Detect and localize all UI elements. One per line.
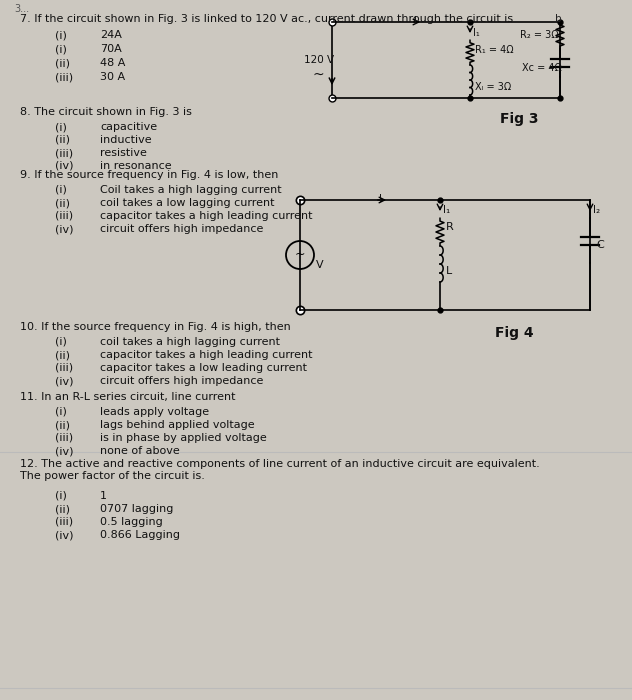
Text: R₂ = 3Ω: R₂ = 3Ω: [520, 30, 559, 40]
Text: Coil takes a high lagging current: Coil takes a high lagging current: [100, 185, 282, 195]
Text: (i): (i): [55, 407, 67, 417]
Text: capacitor takes a high leading current: capacitor takes a high leading current: [100, 350, 312, 360]
Text: 11. In an R-L series circuit, line current: 11. In an R-L series circuit, line curre…: [20, 392, 236, 402]
Text: (ii): (ii): [55, 350, 70, 360]
Text: ~: ~: [295, 248, 305, 260]
Text: (iii): (iii): [55, 433, 73, 443]
Text: Fig 4: Fig 4: [495, 326, 533, 340]
Text: 24A: 24A: [100, 30, 122, 40]
Text: Fig 3: Fig 3: [500, 112, 538, 126]
Text: capacitive: capacitive: [100, 122, 157, 132]
Text: 0707 lagging: 0707 lagging: [100, 504, 173, 514]
Text: Xc = 4Ω: Xc = 4Ω: [522, 63, 562, 73]
Text: 3...: 3...: [14, 4, 29, 14]
Text: Xₗ = 3Ω: Xₗ = 3Ω: [475, 82, 511, 92]
Text: V: V: [316, 260, 324, 270]
Text: is in phase by applied voltage: is in phase by applied voltage: [100, 433, 267, 443]
Text: (iii): (iii): [55, 72, 73, 82]
Text: 48 A: 48 A: [100, 58, 125, 68]
Text: in resonance: in resonance: [100, 161, 172, 171]
Text: (i): (i): [55, 122, 67, 132]
Text: (ii): (ii): [55, 420, 70, 430]
Text: coil takes a low lagging current: coil takes a low lagging current: [100, 198, 274, 208]
Text: 0.866 Lagging: 0.866 Lagging: [100, 530, 180, 540]
Text: none of above: none of above: [100, 446, 179, 456]
Text: (i): (i): [55, 185, 67, 195]
Text: (ii): (ii): [55, 198, 70, 208]
Text: 10. If the source frequency in Fig. 4 is high, then: 10. If the source frequency in Fig. 4 is…: [20, 322, 291, 332]
Text: I₂: I₂: [593, 205, 600, 215]
Text: L: L: [446, 266, 453, 276]
Text: I₁: I₁: [473, 28, 480, 38]
Text: (iii): (iii): [55, 517, 73, 527]
Text: (iv): (iv): [55, 446, 73, 456]
Text: 30 A: 30 A: [100, 72, 125, 82]
Text: R: R: [446, 222, 454, 232]
Text: (iv): (iv): [55, 376, 73, 386]
Text: C: C: [596, 240, 604, 250]
Text: 0.5 lagging: 0.5 lagging: [100, 517, 163, 527]
Text: 12. The active and reactive components of line current of an inductive circuit a: 12. The active and reactive components o…: [20, 459, 540, 481]
Text: 7. If the circuit shown in Fig. 3 is linked to 120 V ac., current drawn through : 7. If the circuit shown in Fig. 3 is lin…: [20, 14, 513, 24]
Text: circuit offers high impedance: circuit offers high impedance: [100, 224, 264, 234]
Text: (iii): (iii): [55, 211, 73, 221]
Text: resistive: resistive: [100, 148, 147, 158]
Text: I₁: I₁: [443, 205, 450, 215]
Text: 8. The circuit shown in Fig. 3 is: 8. The circuit shown in Fig. 3 is: [20, 107, 192, 117]
Text: coil takes a high lagging current: coil takes a high lagging current: [100, 337, 280, 347]
Text: (iv): (iv): [55, 161, 73, 171]
Text: 1: 1: [100, 491, 107, 501]
Text: (ii): (ii): [55, 58, 70, 68]
Text: leads apply voltage: leads apply voltage: [100, 407, 209, 417]
Text: capacitor takes a high leading current: capacitor takes a high leading current: [100, 211, 312, 221]
Text: I: I: [414, 16, 417, 26]
Text: (i): (i): [55, 30, 67, 40]
Text: (ii): (ii): [55, 504, 70, 514]
Text: (i): (i): [55, 44, 67, 54]
Text: circuit offers high impedance: circuit offers high impedance: [100, 376, 264, 386]
Text: 9. If the source frequency in Fig. 4 is low, then: 9. If the source frequency in Fig. 4 is …: [20, 170, 278, 180]
Text: R₁ = 4Ω: R₁ = 4Ω: [475, 45, 514, 55]
Text: 120 V: 120 V: [304, 55, 334, 65]
Text: lags behind applied voltage: lags behind applied voltage: [100, 420, 255, 430]
Text: ~: ~: [312, 68, 324, 82]
Text: (i): (i): [55, 491, 67, 501]
Text: b: b: [555, 14, 562, 24]
Text: (iii): (iii): [55, 363, 73, 373]
Text: capacitor takes a low leading current: capacitor takes a low leading current: [100, 363, 307, 373]
Text: I: I: [379, 194, 382, 204]
Text: (iii): (iii): [55, 148, 73, 158]
Text: (iv): (iv): [55, 530, 73, 540]
Text: (i): (i): [55, 337, 67, 347]
Text: (iv): (iv): [55, 224, 73, 234]
Text: 70A: 70A: [100, 44, 122, 54]
Text: inductive: inductive: [100, 135, 152, 145]
Text: (ii): (ii): [55, 135, 70, 145]
